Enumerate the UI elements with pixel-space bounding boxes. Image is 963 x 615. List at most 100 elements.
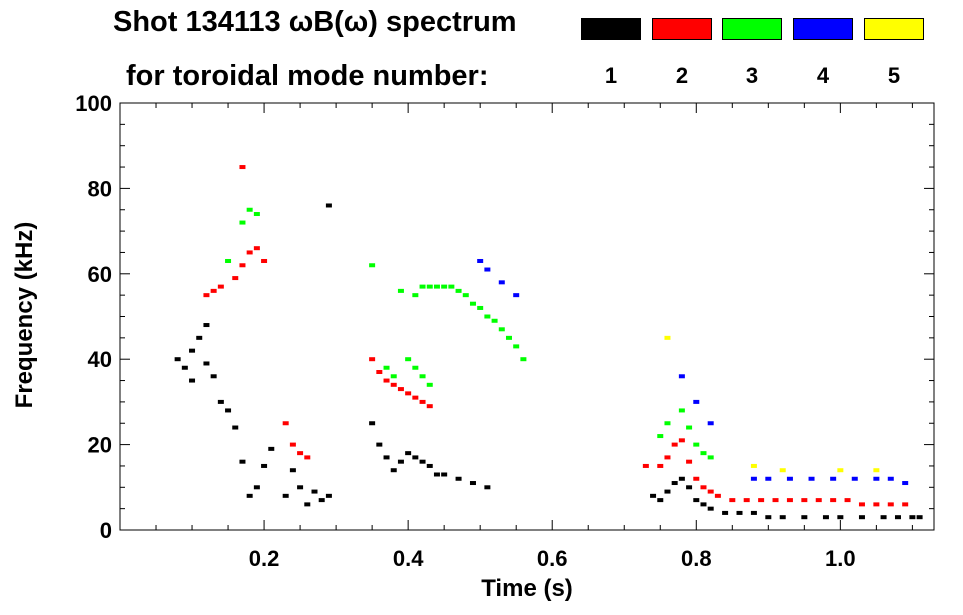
mode-1-point (750, 510, 757, 515)
mode-2-point (678, 438, 685, 443)
mode-2-point (671, 442, 678, 447)
mode-1-point (217, 399, 224, 404)
mode-3-point (433, 284, 440, 289)
mode-1-point (426, 463, 433, 468)
x-tick-label: 0.4 (393, 546, 424, 571)
mode-3-point (693, 442, 700, 447)
mode-4-point (808, 476, 815, 481)
mode-1-point (325, 493, 332, 498)
mode-2-point (232, 276, 239, 281)
mode-1-point (189, 348, 196, 353)
mode-3-point (383, 365, 390, 370)
mode-1-point (880, 515, 887, 520)
mode-2-point (686, 459, 693, 464)
mode-1-point (707, 506, 714, 511)
mode-3-point (390, 374, 397, 379)
mode-2-point (693, 476, 700, 481)
mode-1-point (253, 485, 260, 490)
mode-3-point (405, 357, 412, 362)
mode-1-point (369, 421, 376, 426)
mode-1-point (239, 459, 246, 464)
mode-3-point (469, 301, 476, 306)
mode-1-point (412, 455, 419, 460)
mode-1-point (181, 365, 188, 370)
mode-1-point (650, 493, 657, 498)
mode-3-point (253, 212, 260, 217)
mode-2-point (412, 395, 419, 400)
mode-3-point (441, 284, 448, 289)
mode-1-point (405, 451, 412, 456)
mode-3-point (505, 335, 512, 340)
mode-4-point (693, 399, 700, 404)
mode-3-point (498, 327, 505, 332)
mode-4-point (513, 293, 520, 298)
mode-1-point (268, 446, 275, 451)
mode-1-point (203, 361, 210, 366)
mode-5-point (664, 335, 671, 340)
mode-5-point (873, 468, 880, 473)
mode-3-point (707, 455, 714, 460)
mode-2-point (210, 288, 217, 293)
chart-title-line2: for toroidal mode number: (126, 60, 489, 92)
mode-4-point (851, 476, 858, 481)
mode-1-point (455, 476, 462, 481)
mode-2-point (729, 498, 736, 503)
mode-5-point (750, 463, 757, 468)
mode-2-point (873, 502, 880, 507)
mode-1-point (664, 489, 671, 494)
mode-5-point (837, 468, 844, 473)
mode-1-point (203, 323, 210, 328)
mode-3-point (239, 220, 246, 225)
mode-2-point (830, 498, 837, 503)
y-tick-label: 100 (75, 91, 112, 116)
mode-1-point (189, 378, 196, 383)
mode-2-point (261, 258, 268, 263)
mode-3-point (520, 357, 527, 362)
mode-4-point (678, 374, 685, 379)
mode-2-point (714, 493, 721, 498)
mode-2-point (297, 451, 304, 456)
mode-2-point (815, 498, 822, 503)
mode-3-point (678, 408, 685, 413)
x-tick-label: 0.6 (537, 546, 568, 571)
mode-2-point (304, 455, 311, 460)
mode-1-point (909, 515, 916, 520)
mode-3-point (491, 318, 498, 323)
mode-1-point (196, 335, 203, 340)
mode-3-point (412, 365, 419, 370)
mode-1-point (390, 468, 397, 473)
mode-3-point (484, 314, 491, 319)
mode-1-point (722, 510, 729, 515)
mode-2-point (707, 489, 714, 494)
mode-2-point (203, 293, 210, 298)
mode-1-point (232, 425, 239, 430)
mode-4-point (750, 476, 757, 481)
mode-1-point (671, 481, 678, 486)
mode-2-point (743, 498, 750, 503)
mode-5-point (779, 468, 786, 473)
mode-4-point (786, 476, 793, 481)
mode-3-point (700, 451, 707, 456)
mode-1-point (433, 472, 440, 477)
mode-1-point (376, 442, 383, 447)
mode-1-point (686, 485, 693, 490)
mode-3-point (448, 284, 455, 289)
y-tick-label: 80 (88, 176, 112, 201)
legend-label-4: 4 (816, 63, 830, 88)
mode-1-point (822, 515, 829, 520)
mode-1-point (801, 515, 808, 520)
mode-3-point (419, 374, 426, 379)
mode-2-point (426, 404, 433, 409)
mode-2-point (664, 455, 671, 460)
mode-1-point (261, 463, 268, 468)
legend-swatch-5 (864, 18, 924, 40)
mode-4-point (765, 476, 772, 481)
mode-3-point (426, 382, 433, 387)
mode-1-point (736, 510, 743, 515)
mode-1-point (700, 502, 707, 507)
mode-3-point (477, 305, 484, 310)
mode-1-point (419, 459, 426, 464)
x-tick-label: 0.8 (681, 546, 712, 571)
mode-2-point (369, 357, 376, 362)
mode-3-point (462, 293, 469, 298)
